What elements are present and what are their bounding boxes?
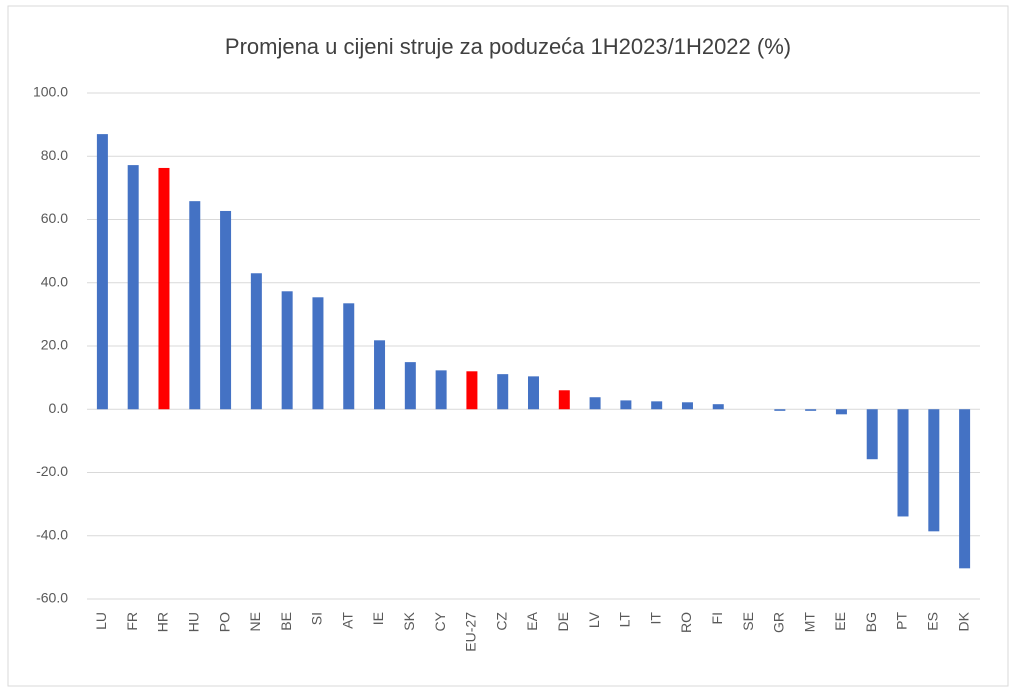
x-tick-label: DK: [955, 611, 971, 631]
x-tick-label: GR: [771, 612, 787, 633]
x-tick-label: EA: [524, 611, 540, 630]
bar: [866, 409, 878, 460]
bar: [835, 409, 847, 415]
bar: [805, 409, 817, 411]
bar: [250, 273, 262, 410]
bar: [589, 397, 601, 410]
bar: [528, 376, 539, 410]
bar: [374, 340, 386, 410]
x-tick-label: EU-27: [463, 612, 479, 652]
bar: [558, 390, 570, 410]
chart-title: Promjena u cijeni struje za poduzeća 1H2…: [225, 34, 791, 59]
y-tick-label: -40.0: [36, 526, 68, 542]
bar: [220, 210, 232, 410]
x-tick-label: LU: [93, 612, 109, 630]
bar: [343, 303, 355, 410]
x-tick-label: LT: [617, 612, 633, 628]
bar: [681, 402, 693, 410]
x-tick-label: AT: [339, 612, 355, 629]
x-tick-label: IE: [370, 612, 386, 625]
x-tick-label: SE: [740, 612, 756, 631]
x-tick-label: NE: [247, 612, 263, 631]
x-tick-label: IT: [647, 612, 663, 625]
y-tick-label: -60.0: [36, 590, 68, 606]
bar: [158, 167, 170, 410]
x-tick-label: MT: [801, 612, 817, 633]
y-tick-label: 40.0: [41, 273, 68, 289]
y-tick-label: -20.0: [36, 463, 68, 479]
x-tick-label: SK: [401, 611, 417, 630]
y-tick-label: 100.0: [33, 84, 68, 100]
y-tick-label: 80.0: [41, 147, 68, 163]
x-tick-label: RO: [678, 612, 694, 633]
y-tick-label: 20.0: [41, 337, 68, 353]
x-tick-label: HR: [155, 612, 171, 632]
x-tick-label: SI: [309, 612, 325, 625]
bar: [127, 165, 139, 410]
bar: [189, 201, 201, 410]
bar: [928, 409, 940, 532]
bar: [620, 400, 632, 410]
x-tick-label: CZ: [493, 612, 509, 631]
bar: [651, 401, 663, 410]
x-tick-label: PO: [216, 612, 232, 632]
x-tick-label: BG: [863, 612, 879, 632]
x-tick-label: FI: [709, 612, 725, 624]
x-tick-label: BE: [278, 612, 294, 631]
x-tick-label: ES: [925, 612, 941, 631]
x-tick-label: FR: [124, 612, 140, 631]
bar: [897, 409, 909, 517]
x-tick-label: DE: [555, 612, 571, 631]
y-tick-label: 0.0: [49, 400, 69, 416]
y-tick-label: 60.0: [41, 210, 68, 226]
bar: [404, 362, 416, 410]
bar: [435, 370, 447, 410]
bar: [712, 404, 724, 410]
bar: [312, 297, 324, 410]
x-tick-label: PT: [894, 612, 910, 630]
x-tick-label: CY: [432, 611, 448, 631]
x-tick-label: LV: [586, 611, 602, 628]
bar: [466, 371, 478, 410]
bar: [281, 291, 293, 410]
bar: [497, 374, 509, 410]
bar: [959, 409, 971, 569]
bar: [96, 134, 108, 410]
x-tick-label: EE: [832, 612, 848, 631]
x-tick-label: HU: [185, 612, 201, 632]
bar: [774, 409, 786, 411]
